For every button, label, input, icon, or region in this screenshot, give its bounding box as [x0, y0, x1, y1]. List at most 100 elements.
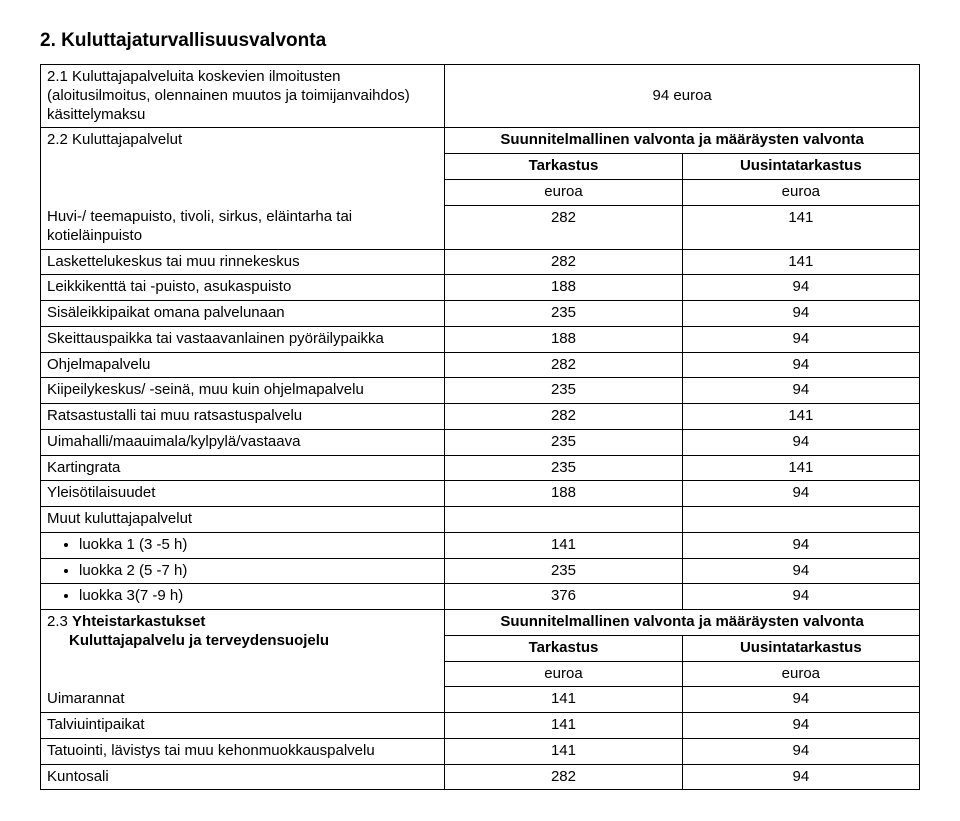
row-tark: 376 — [445, 584, 682, 610]
row-tark: 141 — [445, 713, 682, 739]
row-label: Yleisötilaisuudet — [41, 481, 445, 507]
table-row: Kiipeilykeskus/ -seinä, muu kuin ohjelma… — [41, 378, 920, 404]
row-tark: 235 — [445, 378, 682, 404]
table-row: Kartingrata 235 141 — [41, 455, 920, 481]
row-uus: 94 — [682, 301, 919, 327]
row-uus: 94 — [682, 275, 919, 301]
row-label: Tatuointi, lävistys tai muu kehonmuokkau… — [41, 738, 445, 764]
table-row: Skeittauspaikka tai vastaavanlainen pyör… — [41, 326, 920, 352]
row-uus: 141 — [682, 249, 919, 275]
unit-euroa-1b: euroa — [682, 179, 919, 205]
table-row: Huvi-/ teemapuisto, tivoli, sirkus, eläi… — [41, 205, 920, 249]
row-2-3-title: Yhteistarkastukset — [72, 613, 205, 630]
row-uus: 94 — [682, 687, 919, 713]
row-uus: 94 — [682, 481, 919, 507]
main-table: 2.1 Kuluttajapalveluita koskevien ilmoit… — [40, 64, 920, 790]
row-label: Ohjelmapalvelu — [41, 352, 445, 378]
row-2-2-text: Kuluttajapalvelut — [72, 131, 182, 148]
row-tark: 188 — [445, 275, 682, 301]
row-2-3-label: 2.3 Yhteistarkastukset Kuluttajapalvelu … — [41, 610, 445, 687]
table-row: Uimarannat 141 94 — [41, 687, 920, 713]
row-label: Kuntosali — [41, 764, 445, 790]
table-row: Yleisötilaisuudet 188 94 — [41, 481, 920, 507]
table-row: luokka 3(7 -9 h) 376 94 — [41, 584, 920, 610]
row-label: Talviuintipaikat — [41, 713, 445, 739]
row-uus: 94 — [682, 584, 919, 610]
row-tark: 282 — [445, 352, 682, 378]
row-label: Uimahalli/maauimala/kylpylä/vastaava — [41, 429, 445, 455]
row-tark: 282 — [445, 404, 682, 430]
row-uus: 94 — [682, 352, 919, 378]
row-tark: 282 — [445, 764, 682, 790]
row-2-1-text: Kuluttajapalveluita koskevien ilmoituste… — [47, 68, 410, 123]
list-item: luokka 2 (5 -7 h) — [79, 562, 438, 581]
col-uusinta-2: Uusintatarkastus — [682, 635, 919, 661]
row-tark: 282 — [445, 249, 682, 275]
muut-header: Muut kuluttajapalvelut — [41, 507, 445, 533]
col-uusinta-1: Uusintatarkastus — [682, 154, 919, 180]
row-uus: 94 — [682, 532, 919, 558]
col-tarkastus-1: Tarkastus — [445, 154, 682, 180]
table-row: luokka 2 (5 -7 h) 235 94 — [41, 558, 920, 584]
row-label: Ratsastustalli tai muu ratsastuspalvelu — [41, 404, 445, 430]
row-uus: 94 — [682, 326, 919, 352]
row-2-1-label: 2.1 Kuluttajapalveluita koskevien ilmoit… — [41, 65, 445, 128]
row-tark: 235 — [445, 558, 682, 584]
list-item: luokka 1 (3 -5 h) — [79, 536, 438, 555]
row-2-3-num: 2.3 — [47, 613, 68, 630]
row-label: luokka 2 (5 -7 h) — [41, 558, 445, 584]
row-tark: 235 — [445, 455, 682, 481]
table-row: Ohjelmapalvelu 282 94 — [41, 352, 920, 378]
row-label: Leikkikenttä tai -puisto, asukaspuisto — [41, 275, 445, 301]
table-row: Talviuintipaikat 141 94 — [41, 713, 920, 739]
row-tark: 235 — [445, 301, 682, 327]
unit-euroa-2a: euroa — [445, 661, 682, 687]
row-uus: 141 — [682, 205, 919, 249]
table-row: Uimahalli/maauimala/kylpylä/vastaava 235… — [41, 429, 920, 455]
row-uus: 94 — [682, 764, 919, 790]
table-row: Kuntosali 282 94 — [41, 764, 920, 790]
row-label: luokka 3(7 -9 h) — [41, 584, 445, 610]
table-row: Sisäleikkipaikat omana palvelunaan 235 9… — [41, 301, 920, 327]
empty-cell — [445, 507, 682, 533]
row-uus: 141 — [682, 455, 919, 481]
row-tark: 188 — [445, 326, 682, 352]
row-label: Laskettelukeskus tai muu rinnekeskus — [41, 249, 445, 275]
table-row: Laskettelukeskus tai muu rinnekeskus 282… — [41, 249, 920, 275]
muut-header-row: Muut kuluttajapalvelut — [41, 507, 920, 533]
row-2-3-subtitle: Kuluttajapalvelu ja terveydensuojelu — [69, 632, 329, 649]
table-row: Tatuointi, lävistys tai muu kehonmuokkau… — [41, 738, 920, 764]
row-uus: 94 — [682, 713, 919, 739]
row-tark: 188 — [445, 481, 682, 507]
row-uus: 141 — [682, 404, 919, 430]
header-suunnitelma-1: Suunnitelmallinen valvonta ja määräysten… — [445, 128, 920, 154]
table-row: luokka 1 (3 -5 h) 141 94 — [41, 532, 920, 558]
row-tark: 282 — [445, 205, 682, 249]
row-uus: 94 — [682, 378, 919, 404]
row-uus: 94 — [682, 429, 919, 455]
unit-euroa-1a: euroa — [445, 179, 682, 205]
section-title: 2. Kuluttajaturvallisuusvalvonta — [40, 30, 920, 52]
row-2-1-num: 2.1 — [47, 68, 68, 85]
row-label: Kiipeilykeskus/ -seinä, muu kuin ohjelma… — [41, 378, 445, 404]
list-item: luokka 3(7 -9 h) — [79, 587, 438, 606]
row-label: luokka 1 (3 -5 h) — [41, 532, 445, 558]
row-label: Sisäleikkipaikat omana palvelunaan — [41, 301, 445, 327]
table-row: Ratsastustalli tai muu ratsastuspalvelu … — [41, 404, 920, 430]
row-uus: 94 — [682, 738, 919, 764]
header-suunnitelma-2: Suunnitelmallinen valvonta ja määräysten… — [445, 610, 920, 636]
row-tark: 235 — [445, 429, 682, 455]
row-tark: 141 — [445, 687, 682, 713]
row-tark: 141 — [445, 738, 682, 764]
empty-cell — [682, 507, 919, 533]
row-uus: 94 — [682, 558, 919, 584]
row-label: Kartingrata — [41, 455, 445, 481]
row-tark: 141 — [445, 532, 682, 558]
row-label: Skeittauspaikka tai vastaavanlainen pyör… — [41, 326, 445, 352]
col-tarkastus-2: Tarkastus — [445, 635, 682, 661]
table-row: Leikkikenttä tai -puisto, asukaspuisto 1… — [41, 275, 920, 301]
row-label: Huvi-/ teemapuisto, tivoli, sirkus, eläi… — [41, 205, 445, 249]
row-2-1-fee: 94 euroa — [445, 65, 920, 128]
row-label: Uimarannat — [41, 687, 445, 713]
unit-euroa-2b: euroa — [682, 661, 919, 687]
